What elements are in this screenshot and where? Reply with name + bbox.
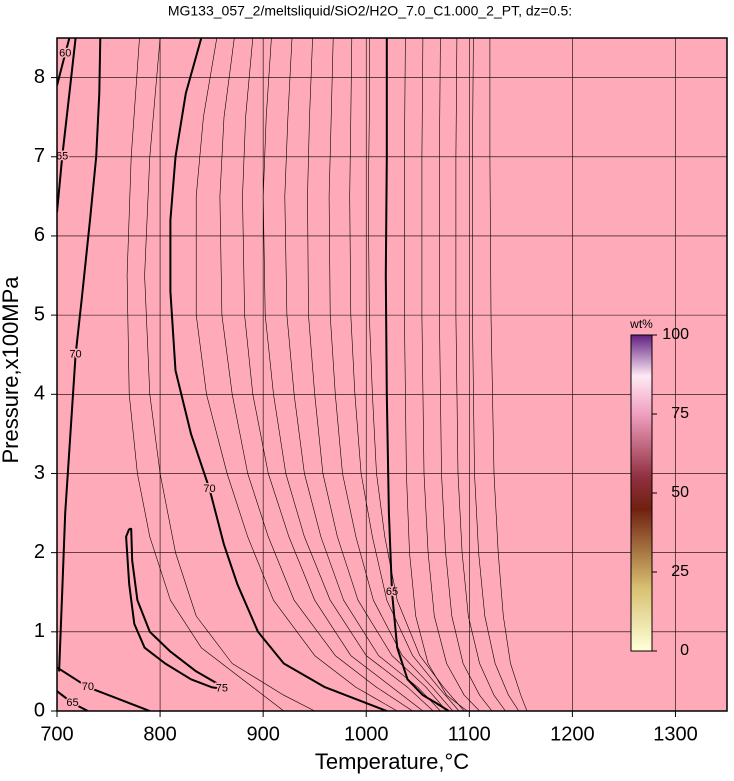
contour-line [384,38,450,711]
contour-line [489,38,528,711]
contour-label: 65 [386,586,398,598]
colorbar-tick-label: 75 [671,405,689,422]
contour-line [284,38,441,711]
y-tick-label: 7 [34,145,45,167]
contour-label: 65 [66,697,78,709]
contour-label: 70 [203,483,215,495]
x-axis-label: Temperature,°C [315,749,469,774]
x-tick-label: 1200 [550,723,595,745]
contour-line [439,38,493,711]
contour-line [58,38,102,672]
contour-line [307,38,447,711]
contour-line [57,666,151,711]
grid [56,38,727,712]
contour-line [328,38,454,711]
plot-background [57,38,727,711]
plot-frame [56,37,728,712]
y-tick-label: 4 [34,383,45,405]
contour-line [219,38,413,711]
contour-line [455,38,506,711]
x-tick-label: 1100 [448,723,491,745]
contours: 70 70 65 75 65 60 65 70 [56,38,528,711]
y-tick-label: 3 [34,462,45,484]
plot: 700 800 900 1000 1100 1200 1300012345678707065… [34,37,728,745]
contour-line [125,527,223,690]
y-tick-label: 6 [34,224,45,246]
contour-label: 70 [82,681,94,693]
colorbar-tick-label: 100 [662,326,689,343]
contour-line [368,38,465,711]
x-tick-label: 900 [246,723,279,745]
contour-label: 70 [69,349,81,361]
y-tick-label: 5 [34,303,45,325]
chart-title: MG133_057_2/meltsliquid/SiO2/H2O_7.0_C1.… [168,3,572,19]
y-tick-label: 1 [34,620,45,642]
colorbar-tick-label: 0 [680,642,689,659]
contour-line [262,38,434,711]
x-tick-label: 700 [40,723,73,745]
colorbar [630,334,653,652]
y-tick-label: 8 [34,66,45,88]
contour-line [57,38,71,86]
contour-line [57,38,77,213]
y-tick-label: 2 [34,541,45,563]
contour-line [242,38,424,711]
contour-line [144,38,315,711]
contour-label: 75 [216,683,228,695]
contour-line [126,38,284,711]
x-tick-label: 800 [143,723,176,745]
colorbar-label: wt% [629,317,653,331]
contour-line [349,38,460,711]
x-tick-label: 1000 [344,723,389,745]
contour-line [57,690,89,711]
y-axis-label: Pressure,x100MPa [0,276,23,464]
contour-line [169,38,388,711]
colorbar-tick-label: 50 [671,484,689,501]
contour-label: 65 [56,151,68,163]
contour-line [421,38,480,711]
colorbar-tick-label: 25 [671,563,689,580]
contour-label: 60 [59,48,71,60]
contour-line [472,38,520,711]
contour-line [404,38,468,711]
y-tick-label: 0 [34,699,45,721]
x-tick-label: 1300 [653,723,698,745]
contour-line [195,38,398,711]
